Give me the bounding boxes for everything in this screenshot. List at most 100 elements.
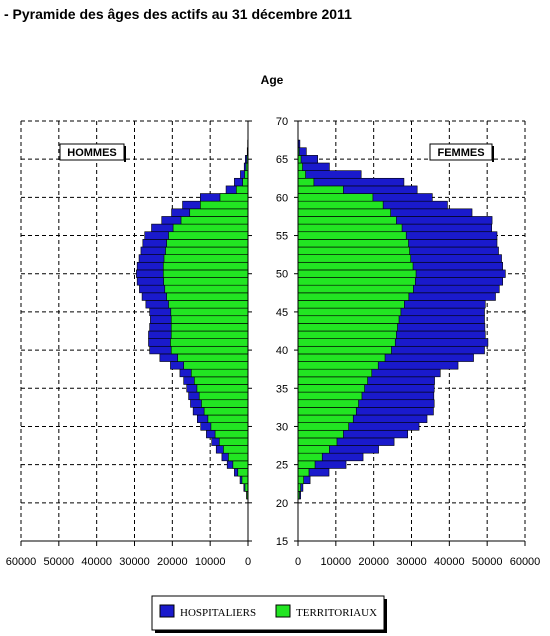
bar-men-territoriaux (180, 216, 249, 225)
bar-women-territoriaux (297, 361, 379, 370)
femmes-label-shadow (492, 146, 494, 162)
bar-women-territoriaux (297, 254, 412, 263)
bar-women-territoriaux (297, 170, 306, 179)
x-tick-label-left: 30000 (119, 556, 150, 568)
bar-men-territoriaux (203, 407, 249, 416)
age-tick-label: 65 (276, 154, 288, 166)
bar-women-territoriaux (297, 414, 354, 423)
bar-women-territoriaux (297, 292, 410, 301)
bar-women-territoriaux (297, 239, 409, 248)
bar-women-territoriaux (297, 223, 403, 233)
bar-men-territoriaux (168, 231, 249, 240)
age-tick-label: 35 (276, 383, 288, 395)
x-tick-label-left: 50000 (44, 556, 75, 568)
femmes-label: FEMMES (437, 147, 484, 159)
bar-women-territoriaux (297, 429, 344, 439)
age-tick-label: 70 (276, 116, 288, 128)
bars-layer (136, 139, 506, 500)
bar-women-territoriaux (297, 475, 304, 485)
bar-women-territoriaux (297, 185, 344, 194)
bar-men-territoriaux (190, 368, 249, 378)
bar-women-territoriaux (297, 353, 386, 362)
x-tick-label-right: 50000 (472, 556, 503, 568)
bar-men-territoriaux (210, 422, 249, 431)
bar-men-territoriaux (170, 323, 249, 332)
bar-women-territoriaux (297, 468, 310, 477)
bar-men-territoriaux (241, 475, 249, 485)
bar-men-territoriaux (219, 193, 249, 202)
bar-men-territoriaux (228, 452, 249, 462)
x-tick-label-left: 60000 (6, 556, 37, 568)
legend-box-shadow (384, 599, 387, 633)
chart-title: - Pyramide des âges des actifs au 31 déc… (4, 6, 352, 22)
bar-women-territoriaux (297, 407, 357, 416)
bar-women-territoriaux (297, 261, 414, 271)
bar-men-territoriaux (163, 277, 249, 286)
bar-women-territoriaux (297, 323, 398, 332)
legend-swatch-territoriaux (275, 604, 291, 618)
bar-women-territoriaux (297, 460, 316, 469)
bar-men-territoriaux (201, 399, 249, 408)
bar-men-territoriaux (198, 391, 249, 401)
bar-men-territoriaux (232, 460, 249, 469)
age-tick-label: 15 (276, 536, 288, 548)
bar-women-territoriaux (297, 399, 359, 408)
bar-men-territoriaux (162, 269, 249, 278)
panel-labels: HOMMES FEMMES (59, 143, 494, 162)
bar-men-territoriaux (168, 300, 249, 309)
bar-women-territoriaux (297, 315, 400, 324)
age-tick-label: 40 (276, 345, 288, 357)
bar-women-territoriaux (297, 391, 363, 401)
legend-box-shadow-bottom (155, 630, 387, 633)
bar-women-territoriaux (297, 177, 315, 187)
bar-men-territoriaux (237, 468, 249, 477)
x-tick-label-left: 0 (245, 556, 251, 568)
labels-layer: Age (261, 73, 284, 87)
bar-women-territoriaux (297, 368, 373, 378)
bar-women-territoriaux (297, 376, 368, 385)
bar-women-territoriaux (297, 384, 365, 393)
bar-women-territoriaux (297, 246, 410, 255)
x-tick-label-right: 40000 (434, 556, 465, 568)
bar-men-territoriaux (242, 177, 249, 187)
bar-women-territoriaux (297, 269, 417, 278)
bar-women-territoriaux (297, 437, 338, 446)
age-tick-label: 20 (276, 498, 288, 510)
x-tick-label-right: 60000 (510, 556, 541, 568)
bar-men-territoriaux (170, 338, 249, 347)
legend-label-territoriaux: TERRITORIAUX (296, 607, 377, 619)
x-tick-label-right: 20000 (358, 556, 389, 568)
bar-men-territoriaux (172, 223, 249, 233)
age-tick-label: 45 (276, 307, 288, 319)
bar-women-territoriaux (297, 300, 405, 309)
bar-women-territoriaux (297, 307, 402, 317)
bar-men-territoriaux (164, 284, 249, 294)
x-tick-label-left: 20000 (157, 556, 188, 568)
bar-men-territoriaux (218, 437, 249, 446)
legend: HOSPITALIERS TERRITORIAUX (151, 595, 387, 633)
bar-men-territoriaux (235, 185, 249, 194)
age-tick-label: 25 (276, 460, 288, 472)
bar-men-territoriaux (223, 445, 249, 454)
bar-men-territoriaux (170, 345, 249, 355)
bar-women-territoriaux (297, 422, 349, 431)
age-tick-label: 50 (276, 269, 288, 281)
x-tick-label-right: 30000 (396, 556, 427, 568)
x-tick-label-right: 0 (295, 556, 301, 568)
x-tick-label-left: 40000 (81, 556, 112, 568)
bar-men-territoriaux (170, 315, 249, 324)
bar-women-territoriaux (297, 277, 416, 286)
bar-men-territoriaux (166, 239, 249, 248)
bar-men-territoriaux (244, 170, 249, 179)
age-tick-label: 30 (276, 421, 288, 433)
bar-men-territoriaux (166, 292, 249, 301)
x-tick-label-left: 10000 (195, 556, 226, 568)
bar-women-territoriaux (297, 345, 392, 355)
bar-men-territoriaux (189, 208, 249, 217)
hommes-label: HOMMES (67, 147, 117, 159)
bar-women-territoriaux (297, 338, 396, 347)
bar-women-territoriaux (297, 162, 303, 171)
bar-women-territoriaux (297, 231, 407, 240)
bar-women-territoriaux (297, 452, 323, 462)
